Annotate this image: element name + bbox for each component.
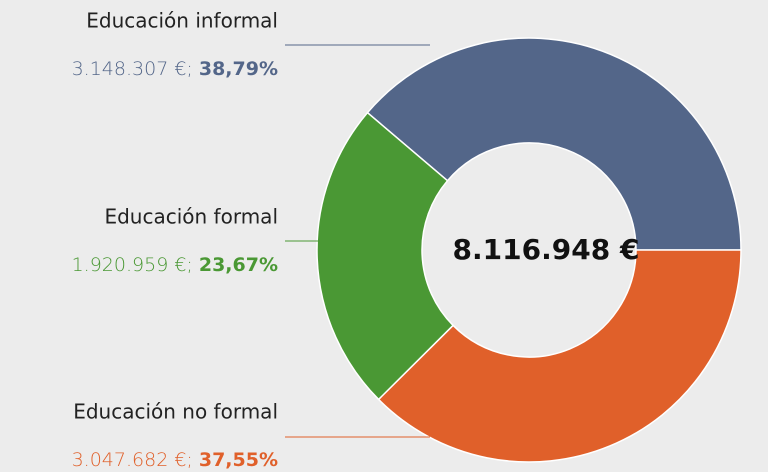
- slice-name: Educación no formal: [73, 400, 278, 424]
- separator: ;: [186, 449, 198, 471]
- percentage-label: 38,79%: [199, 58, 278, 80]
- separator: ;: [186, 254, 198, 276]
- slice-name: Educación informal: [86, 9, 278, 33]
- value-label: 1.920.959 €: [72, 254, 187, 276]
- donut-slice: [366, 37, 742, 251]
- total-label: 8.116.948 €: [453, 233, 640, 266]
- percentage-label: 23,67%: [199, 254, 278, 276]
- value-label: 3.047.682 €: [72, 449, 187, 471]
- value-label: 3.148.307 €: [72, 58, 187, 80]
- slice-value: 3.148.307 €; 38,79%: [72, 58, 278, 80]
- donut-slice: [316, 111, 455, 401]
- slice-value: 1.920.959 €; 23,67%: [72, 254, 278, 276]
- percentage-label: 37,55%: [199, 449, 278, 471]
- separator: ;: [186, 58, 198, 80]
- slice-value: 3.047.682 €; 37,55%: [72, 449, 278, 471]
- slice-name: Educación formal: [104, 205, 278, 229]
- donut-slice: [377, 249, 742, 463]
